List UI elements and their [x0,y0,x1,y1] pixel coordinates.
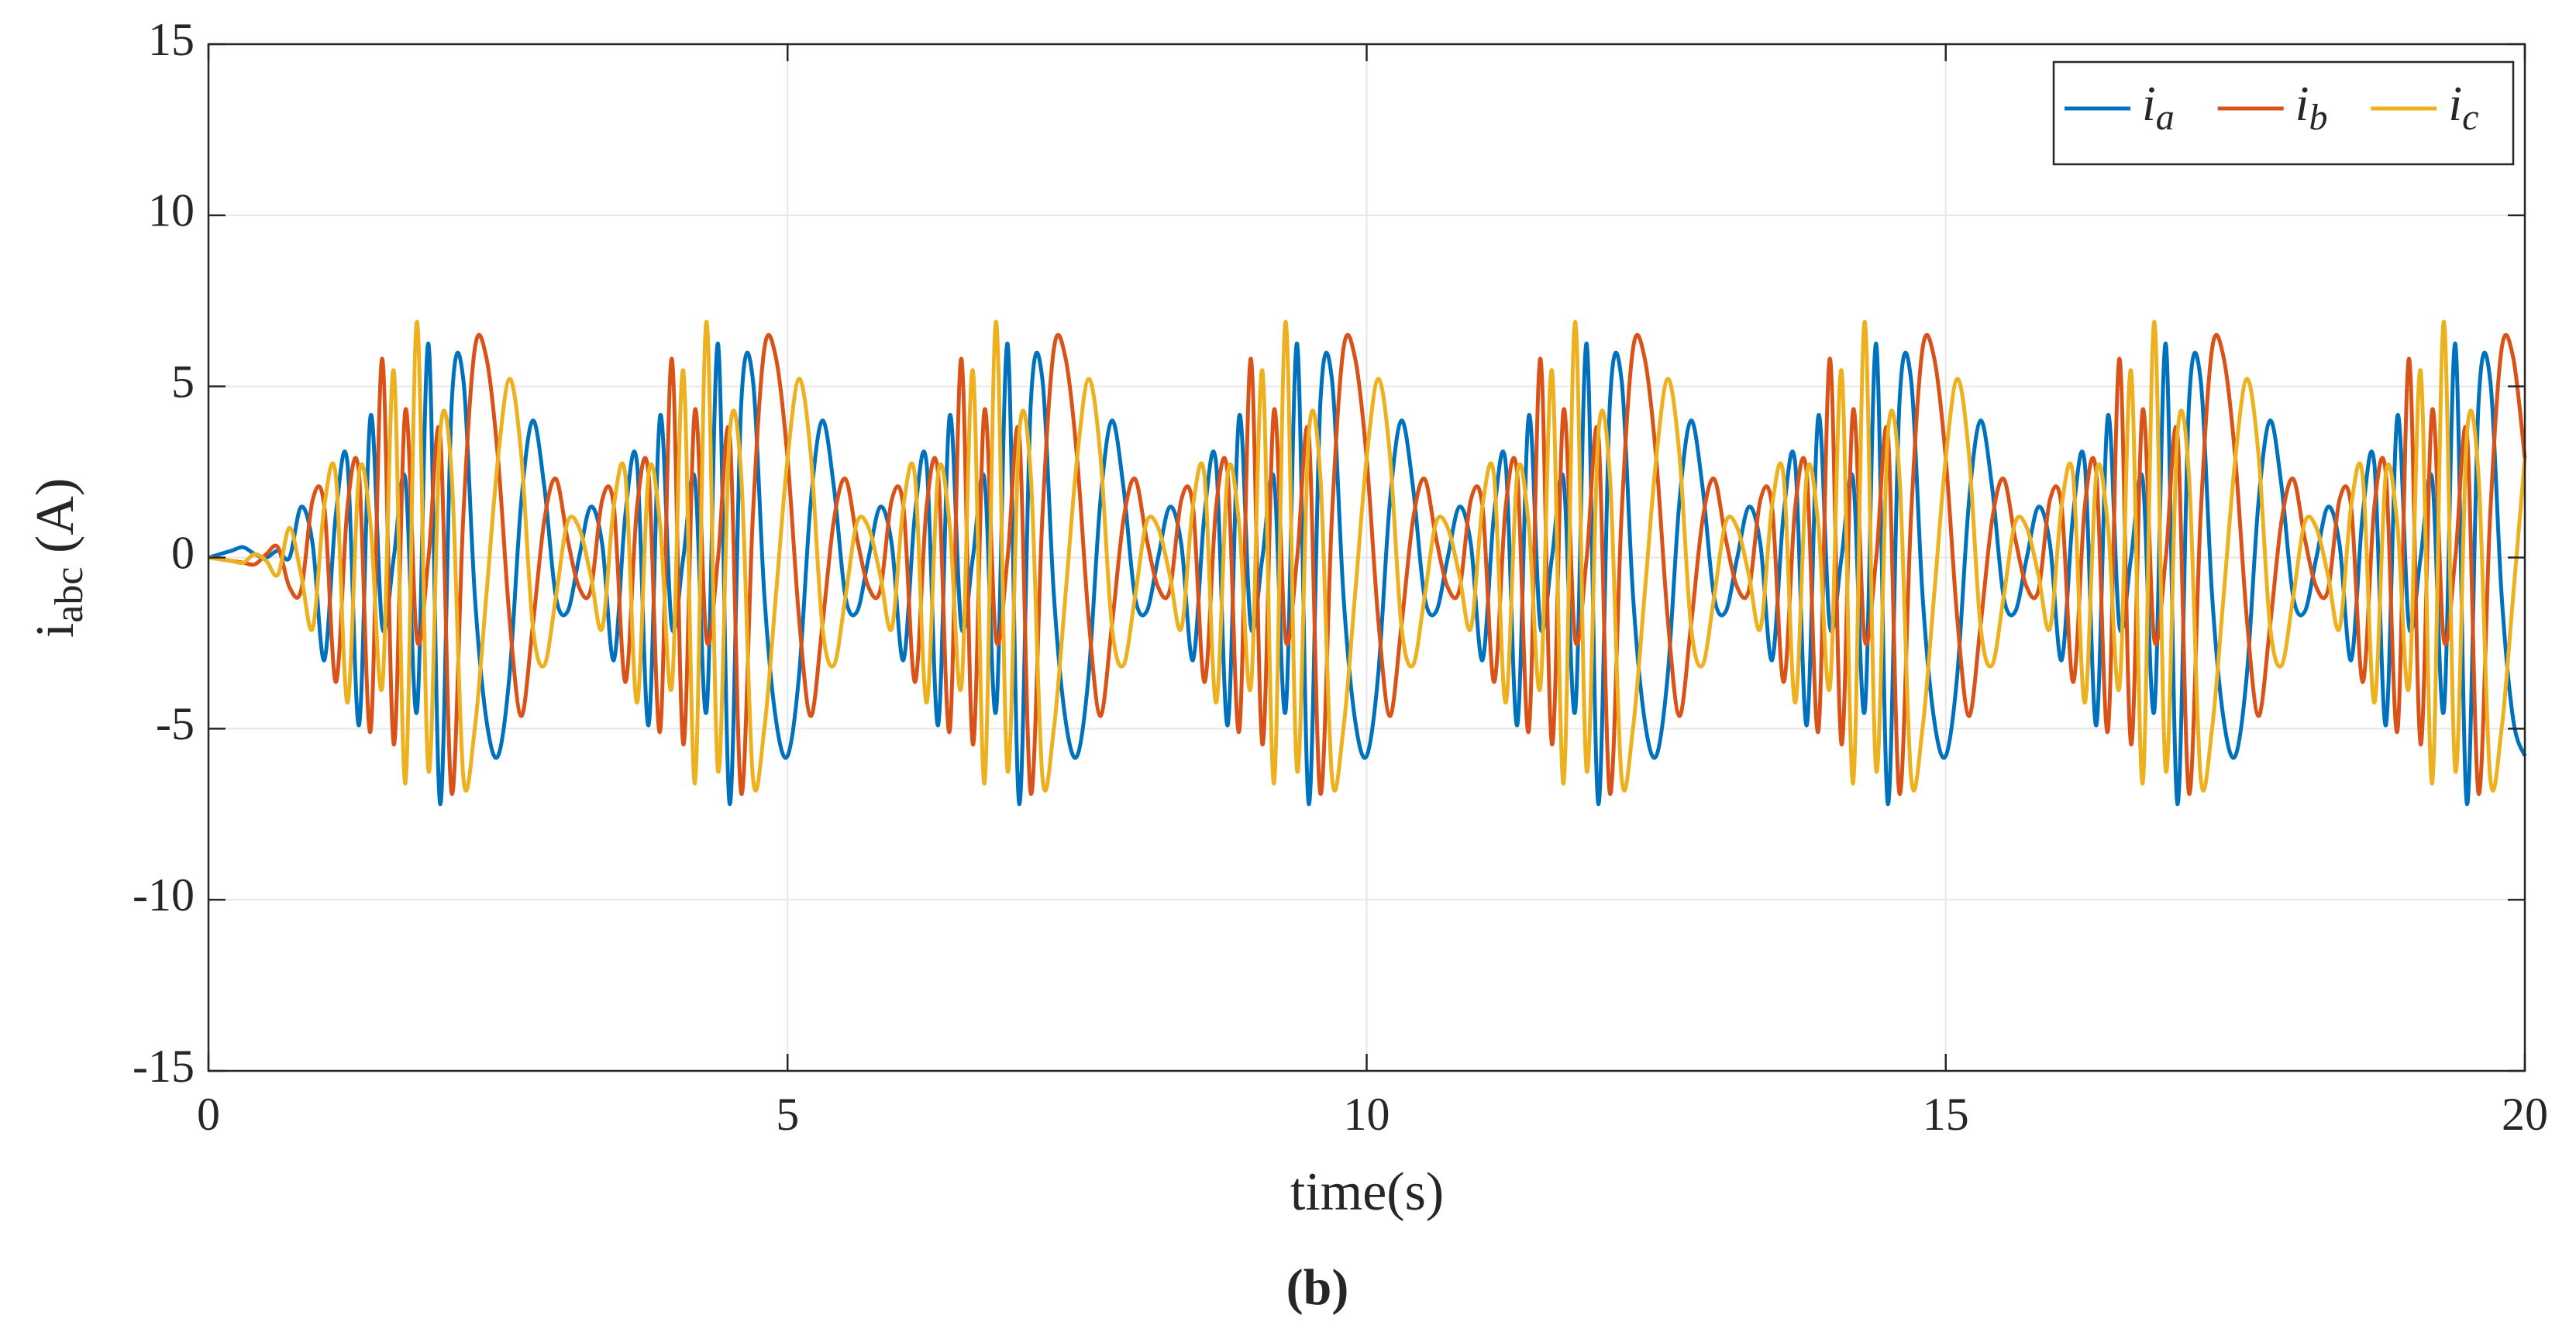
x-tick-label: 5 [776,1089,799,1140]
legend-label: ia [2142,76,2175,138]
x-tick-label: 10 [1344,1089,1390,1140]
y-tick-label: 0 [171,527,195,578]
x-tick-label: 20 [2502,1089,2548,1140]
y-tick-label: -10 [133,869,195,921]
y-tick-label: -15 [133,1041,195,1092]
x-tick-label: 0 [197,1089,220,1140]
y-tick-label: 15 [148,14,195,65]
legend-label: ib [2295,76,2328,138]
legend: ia ib ic [2052,60,2515,166]
legend-label: ic [2448,76,2478,138]
x-tick-label: 15 [1923,1089,1969,1140]
series-line [208,319,2527,793]
y-tick-label: -5 [156,698,195,749]
axes: 0 5 10 15 20 -15 -10 -5 0 5 10 15 [133,14,2548,1140]
x-axis-label: time(s) [1290,1162,1444,1222]
caption: (b) [1286,1259,1349,1316]
legend-box [2052,60,2515,166]
axes-box [207,43,2526,1072]
plot-lines [208,319,2527,807]
y-axis-label: iabc (A) [26,478,91,638]
series-line [208,342,2527,807]
y-tick-label: 5 [171,356,195,407]
y-tick-label: 10 [148,185,195,236]
